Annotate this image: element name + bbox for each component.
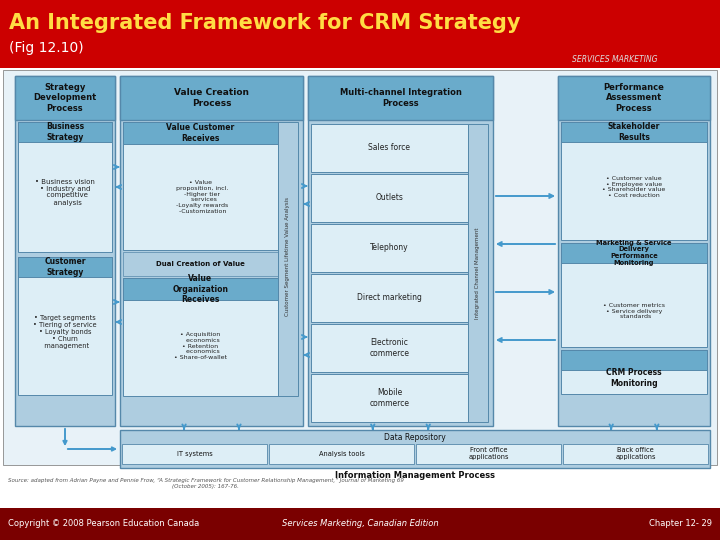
- Bar: [311, 324, 468, 372]
- Bar: [15, 76, 115, 120]
- Text: CRM Process
Monitoring: CRM Process Monitoring: [606, 368, 662, 388]
- Text: Source: adapted from Adrian Payne and Pennie Frow, “A Strategic Framework for Cu: Source: adapted from Adrian Payne and Pe…: [8, 478, 404, 489]
- Text: Customer
Strategy: Customer Strategy: [44, 257, 86, 276]
- Text: Direct marketing: Direct marketing: [357, 294, 422, 302]
- Text: Multi-channel Integration
Process: Multi-channel Integration Process: [340, 89, 462, 107]
- Text: Services Marketing, Canadian Edition: Services Marketing, Canadian Edition: [282, 519, 438, 529]
- Text: • Business vision
• Industry and
  competitive
  analysis: • Business vision • Industry and competi…: [35, 179, 95, 206]
- Bar: [123, 122, 278, 144]
- Bar: [0, 508, 720, 540]
- Bar: [120, 76, 303, 120]
- Bar: [468, 124, 488, 422]
- Bar: [18, 257, 112, 395]
- Text: Strategy
Development
Process: Strategy Development Process: [33, 83, 96, 113]
- Bar: [123, 252, 278, 276]
- Bar: [308, 76, 493, 120]
- Bar: [3, 70, 717, 465]
- Bar: [561, 122, 707, 240]
- Text: Value Customer
Receives: Value Customer Receives: [166, 123, 235, 143]
- Bar: [15, 76, 115, 426]
- Bar: [120, 76, 303, 426]
- Bar: [311, 124, 468, 172]
- Text: Analysis tools: Analysis tools: [318, 451, 364, 457]
- Bar: [123, 278, 278, 396]
- Text: • Value
  proposition, incl.
  -Higher tier
   services
  -Loyalty rewards
  -Cu: • Value proposition, incl. -Higher tier …: [172, 180, 229, 214]
- Text: SERVICES MARKETING: SERVICES MARKETING: [572, 56, 657, 64]
- Bar: [18, 122, 112, 142]
- Bar: [311, 174, 468, 222]
- Bar: [558, 76, 710, 426]
- Text: Copyright © 2008 Pearson Education Canada: Copyright © 2008 Pearson Education Canad…: [8, 519, 199, 529]
- Text: Information Management Process: Information Management Process: [335, 471, 495, 481]
- Bar: [311, 224, 468, 272]
- Text: Marketing & Service
Delivery
Performance
Monitoring: Marketing & Service Delivery Performance…: [596, 240, 672, 267]
- Bar: [416, 444, 561, 464]
- Text: • Acquisition
  economics
• Retention
  economics
• Share-of-wallet: • Acquisition economics • Retention econ…: [174, 332, 227, 360]
- Text: Back office
applications: Back office applications: [616, 448, 656, 461]
- Bar: [123, 122, 278, 250]
- Text: An Integrated Framework for CRM Strategy: An Integrated Framework for CRM Strategy: [9, 13, 521, 33]
- Bar: [308, 76, 493, 426]
- Text: Mobile
commerce: Mobile commerce: [369, 388, 410, 408]
- Bar: [561, 350, 707, 370]
- Text: IT systems: IT systems: [176, 451, 212, 457]
- Bar: [0, 0, 720, 68]
- Bar: [563, 444, 708, 464]
- Text: Electronic
commerce: Electronic commerce: [369, 338, 410, 357]
- Text: • Customer metrics
• Service delivery
  standards: • Customer metrics • Service delivery st…: [603, 303, 665, 319]
- Text: Customer Segment Lifetime Value Analysis: Customer Segment Lifetime Value Analysis: [286, 198, 290, 316]
- Bar: [561, 350, 707, 394]
- Text: Outlets: Outlets: [376, 193, 403, 202]
- Text: Stakeholder
Results: Stakeholder Results: [608, 122, 660, 141]
- Bar: [561, 243, 707, 263]
- Text: (Fig 12.10): (Fig 12.10): [9, 41, 84, 55]
- Text: Value Creation
Process: Value Creation Process: [174, 89, 249, 107]
- Bar: [311, 374, 468, 422]
- Text: Telephony: Telephony: [370, 244, 409, 253]
- Text: • Customer value
• Employee value
• Shareholder value
• Cost reduction: • Customer value • Employee value • Shar…: [603, 176, 665, 198]
- Bar: [278, 122, 298, 396]
- Bar: [561, 243, 707, 347]
- Bar: [120, 430, 710, 468]
- Bar: [311, 274, 468, 322]
- Bar: [123, 278, 278, 300]
- Text: Performance
Assessment
Process: Performance Assessment Process: [603, 83, 665, 113]
- Bar: [269, 444, 414, 464]
- Text: Value
Organization
Receives: Value Organization Receives: [173, 274, 228, 304]
- Text: Integrated Channel Management: Integrated Channel Management: [475, 227, 480, 319]
- Text: Business
Strategy: Business Strategy: [46, 122, 84, 141]
- Text: Sales force: Sales force: [369, 144, 410, 152]
- Text: Chapter 12- 29: Chapter 12- 29: [649, 519, 712, 529]
- Text: Dual Creation of Value: Dual Creation of Value: [156, 261, 245, 267]
- Bar: [558, 76, 710, 120]
- Bar: [561, 122, 707, 142]
- Bar: [18, 257, 112, 277]
- Bar: [18, 122, 112, 252]
- Bar: [122, 444, 267, 464]
- Text: Data Repository: Data Repository: [384, 434, 446, 442]
- Text: Front office
applications: Front office applications: [468, 448, 509, 461]
- Text: • Target segments
• Tiering of service
• Loyalty bonds
• Churn
  management: • Target segments • Tiering of service •…: [33, 315, 96, 349]
